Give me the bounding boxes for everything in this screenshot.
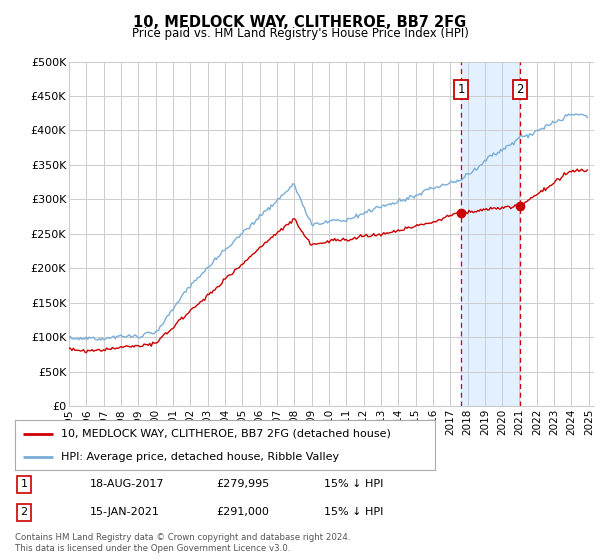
- Text: 15% ↓ HPI: 15% ↓ HPI: [324, 479, 383, 489]
- Text: 10, MEDLOCK WAY, CLITHEROE, BB7 2FG: 10, MEDLOCK WAY, CLITHEROE, BB7 2FG: [133, 15, 467, 30]
- Bar: [461, 62, 520, 406]
- Text: 15% ↓ HPI: 15% ↓ HPI: [324, 507, 383, 517]
- Text: Contains HM Land Registry data © Crown copyright and database right 2024.
This d: Contains HM Land Registry data © Crown c…: [15, 534, 350, 553]
- Text: £291,000: £291,000: [216, 507, 269, 517]
- Text: £279,995: £279,995: [216, 479, 269, 489]
- Text: 2: 2: [20, 507, 28, 517]
- Text: 1: 1: [457, 83, 465, 96]
- Text: Price paid vs. HM Land Registry's House Price Index (HPI): Price paid vs. HM Land Registry's House …: [131, 27, 469, 40]
- Text: 18-AUG-2017: 18-AUG-2017: [90, 479, 164, 489]
- Text: 2: 2: [517, 83, 524, 96]
- Text: 15-JAN-2021: 15-JAN-2021: [90, 507, 160, 517]
- Text: HPI: Average price, detached house, Ribble Valley: HPI: Average price, detached house, Ribb…: [61, 452, 340, 462]
- Text: 10, MEDLOCK WAY, CLITHEROE, BB7 2FG (detached house): 10, MEDLOCK WAY, CLITHEROE, BB7 2FG (det…: [61, 428, 391, 438]
- Text: 1: 1: [20, 479, 28, 489]
